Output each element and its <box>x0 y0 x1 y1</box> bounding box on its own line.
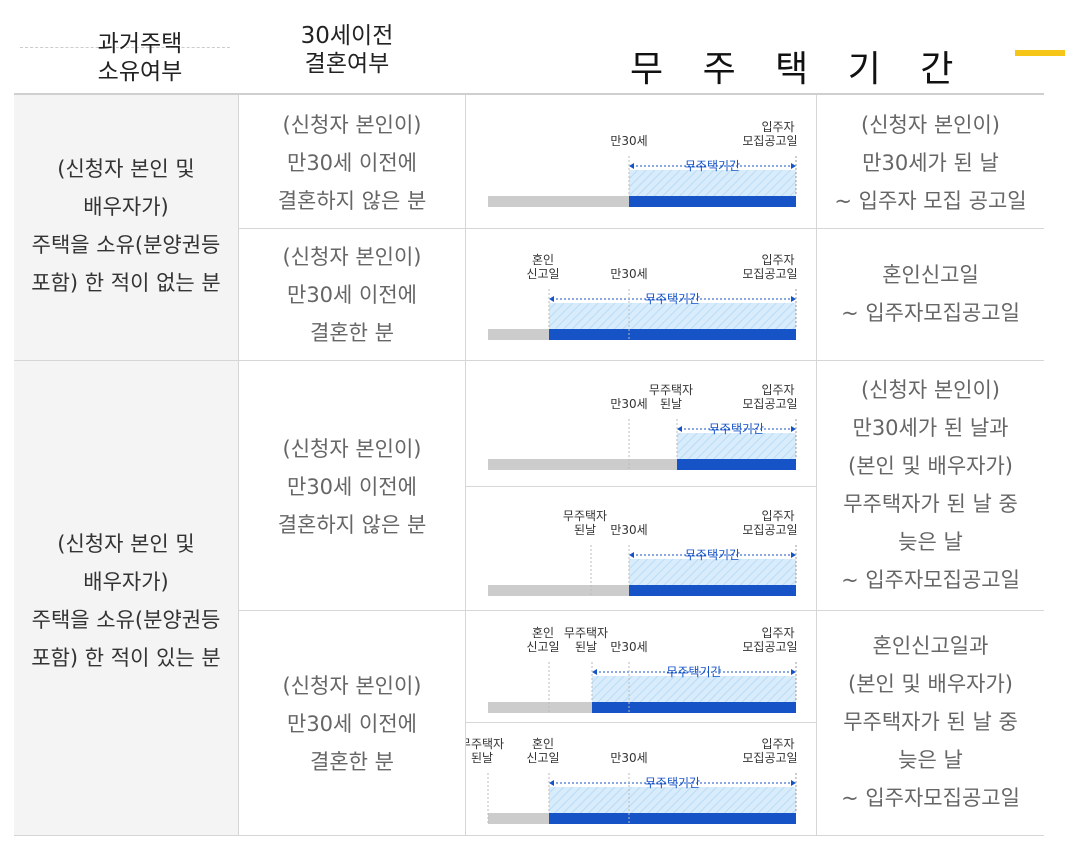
diagram-4-period-area <box>629 559 796 585</box>
diagram-6-arrow-right <box>791 780 796 786</box>
diagram-4-mark-2-label: 만30세 <box>610 523 647 537</box>
diagram-4-period-label: 무주택기간 <box>685 548 740 562</box>
diagram-6-mark-2-label-1: 혼인 <box>532 737 554 751</box>
diagram-2-period-bar <box>549 329 796 340</box>
diagram-2-period-label: 무주택기간 <box>645 292 700 306</box>
grid-hline-row1 <box>238 228 1044 229</box>
group-cell-owned <box>14 361 238 835</box>
header-col-marriage: 30세이전 결혼여부 <box>300 23 394 77</box>
diagram-3-mark-2-label-2: 된날 <box>660 397 682 411</box>
header-dash-decoration <box>20 47 230 48</box>
grid-vline-1 <box>238 95 239 835</box>
diagram-1-arrow-left <box>629 163 634 169</box>
header-accent-bar <box>1015 50 1065 56</box>
diagram-1-gray-bar <box>488 196 629 207</box>
diagram-5-period-area <box>592 676 796 702</box>
diagram-2-period-area <box>549 303 796 329</box>
diagram-4-gray-bar <box>488 585 629 596</box>
diagram-2-notice-label-1: 입주자 <box>761 253 794 267</box>
group-cell-never-owned <box>14 95 238 360</box>
diagram-6-mark-2-label-2: 신고일 <box>526 751 559 765</box>
row3-period: (신청자 본인이) 만30세가 된 날과 (본인 및 배우자가) 무주택자가 된… <box>841 378 1020 592</box>
diagram-2-mark-2-label: 만30세 <box>610 267 647 281</box>
diagram-5-mark-3-label: 만30세 <box>610 640 647 654</box>
diagram-2-mark-1-label-2: 신고일 <box>526 267 559 281</box>
row4-marriage: (신청자 본인이) 만30세 이전에 결혼한 분 <box>282 674 422 774</box>
diagram-2-arrow-right <box>791 296 796 302</box>
diagram-5-period-label: 무주택기간 <box>666 665 721 679</box>
group-label-owned: (신청자 본인 및 배우자가) 주택을 소유(분양권등 포함) 한 적이 있는 … <box>31 532 221 670</box>
diagram-5-period-bar <box>592 702 796 713</box>
grid-vline-3 <box>816 95 817 835</box>
diagram-6-arrow-left <box>549 780 554 786</box>
row3-marriage: (신청자 본인이) 만30세 이전에 결혼하지 않은 분 <box>277 437 427 537</box>
diagram-4-arrow-left <box>629 552 634 558</box>
diagram-3-notice-label-1: 입주자 <box>761 383 794 397</box>
diagram-4-notice-label-2: 모집공고일 <box>742 523 797 537</box>
diagram-6-notice-label-2: 모집공고일 <box>742 751 797 765</box>
diagram-2-mark-1-label-1: 혼인 <box>532 253 554 267</box>
row2-marriage: (신청자 본인이) 만30세 이전에 결혼한 분 <box>282 245 422 345</box>
diagram-3-period-area <box>677 433 796 459</box>
row1-period: (신청자 본인이) 만30세가 된 날 ~ 입주자 모집 공고일 <box>834 113 1027 213</box>
row2-period: 혼인신고일 ~ 입주자모집공고일 <box>841 263 1020 325</box>
diagram-5-mark-2-label-2: 된날 <box>575 640 597 654</box>
diagram-1-arrow-right <box>791 163 796 169</box>
diagram-3-arrow-right <box>791 426 796 432</box>
diagram-6-mark-1-label-1: 무주택자 <box>466 737 504 751</box>
diagram-3-period-label: 무주택기간 <box>709 422 764 436</box>
diagram-4-notice-label-1: 입주자 <box>761 509 794 523</box>
diagram-3-mark-2-label-1: 무주택자 <box>649 383 693 397</box>
diagram-6-period-label: 무주택기간 <box>645 776 700 790</box>
diagram-4-mark-1-label-1: 무주택자 <box>563 509 607 523</box>
diagram-2-arrow-left <box>549 296 554 302</box>
diagram-3-notice-label-2: 모집공고일 <box>742 397 797 411</box>
grid-hline-sub1 <box>466 486 816 487</box>
diagram-3-gray-bar <box>488 459 677 470</box>
group-label-never-owned: (신청자 본인 및 배우자가) 주택을 소유(분양권등 포함) 한 적이 없는 … <box>31 157 221 295</box>
diagram-3-mark-1-label: 만30세 <box>610 397 647 411</box>
header-col-ownership: 과거주택 소유여부 <box>97 31 183 85</box>
diagram-5-arrow-right <box>791 669 796 675</box>
header-divider <box>14 93 1044 95</box>
diagram-5-arrow-left <box>592 669 597 675</box>
header-col-period: 무 주 택 기 간 <box>630 49 968 90</box>
diagram-1-notice-label-2: 모집공고일 <box>742 134 797 148</box>
diagram-5-notice-label-2: 모집공고일 <box>742 640 797 654</box>
grid-vline-2 <box>465 95 466 835</box>
diagram-5-mark-1-label-2: 신고일 <box>526 640 559 654</box>
diagram-6-notice-label-1: 입주자 <box>761 737 794 751</box>
timeline-diagrams: 무주택기간 입주자 모집공고일 만30세 무주택기간 입주자 모집공고일 혼인 신고일 만30세 무… <box>466 95 816 835</box>
diagram-1-mark-1-label: 만30세 <box>610 134 647 148</box>
diagram-2-gray-bar <box>488 329 549 340</box>
row4-period: 혼인신고일과 (본인 및 배우자가) 무주택자가 된 날 중 늦은 날 ~ 입주… <box>841 634 1020 810</box>
diagram-5-mark-1-label-1: 혼인 <box>532 626 554 640</box>
diagram-4-mark-1-label-2: 된날 <box>574 523 596 537</box>
diagram-6-gray-bar <box>488 813 549 824</box>
diagram-1-period-area <box>629 170 796 196</box>
diagram-5-gray-bar <box>488 702 592 713</box>
diagram-1-period-bar <box>629 196 796 207</box>
diagram-6-period-area <box>549 787 796 813</box>
diagram-4-arrow-right <box>791 552 796 558</box>
diagram-5-notice-label-1: 입주자 <box>761 626 794 640</box>
diagram-6-period-bar <box>549 813 796 824</box>
diagram-4-period-bar <box>629 585 796 596</box>
diagram-6-mark-3-label: 만30세 <box>610 751 647 765</box>
diagram-5-mark-2-label-1: 무주택자 <box>564 626 608 640</box>
diagram-3-period-bar <box>677 459 796 470</box>
diagram-2-notice-label-2: 모집공고일 <box>742 267 797 281</box>
grid-hline-group <box>14 360 1044 361</box>
grid-hline-bottom <box>14 835 1044 836</box>
row1-marriage: (신청자 본인이) 만30세 이전에 결혼하지 않은 분 <box>277 113 427 213</box>
diagram-1-notice-label-1: 입주자 <box>761 120 794 134</box>
grid-hline-sub2 <box>466 722 816 723</box>
diagram-3-arrow-left <box>677 426 682 432</box>
diagram-1-period-label: 무주택기간 <box>685 159 740 173</box>
grid-hline-row3 <box>238 610 1044 611</box>
diagram-6-mark-1-label-2: 된날 <box>471 751 493 765</box>
